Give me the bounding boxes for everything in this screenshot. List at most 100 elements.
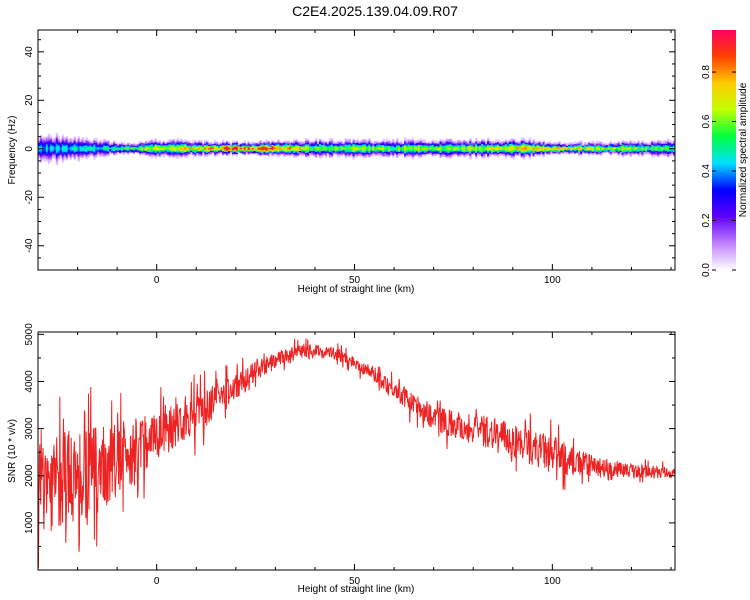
heatmap-cell xyxy=(196,145,199,147)
heatmap-cell xyxy=(362,155,365,158)
heatmap-cell xyxy=(508,148,512,151)
heatmap-cell xyxy=(390,144,393,147)
heatmap-cell xyxy=(481,150,484,153)
heatmap-cell xyxy=(504,145,508,147)
heatmap-cell xyxy=(277,145,280,147)
heatmap-cell xyxy=(81,149,84,151)
heatmap-cell xyxy=(477,154,480,156)
heatmap-cell xyxy=(132,151,136,153)
heatmap-cell xyxy=(439,151,442,153)
heatmap-cell xyxy=(461,145,464,148)
heatmap-cell xyxy=(566,151,569,154)
heatmap-cell xyxy=(251,144,255,146)
heatmap-cell xyxy=(322,146,326,149)
heatmap-cell xyxy=(150,138,154,141)
heatmap-cell xyxy=(665,150,668,153)
heatmap-cell xyxy=(390,150,393,153)
heatmap-cell xyxy=(451,150,454,153)
heatmap-cell xyxy=(346,144,349,147)
heatmap-cell xyxy=(194,149,197,151)
heatmap-cell xyxy=(471,141,474,143)
heatmap-cell xyxy=(223,144,227,146)
heatmap-cell xyxy=(144,146,148,149)
heatmap-cell xyxy=(653,140,656,143)
heatmap-cell xyxy=(51,153,55,156)
heatmap-cell xyxy=(356,148,359,151)
heatmap-cell xyxy=(257,154,260,156)
heatmap-cell xyxy=(572,144,575,147)
heatmap-cell xyxy=(366,155,369,157)
heatmap-cell xyxy=(649,142,652,145)
colorbar-label: Normalized spectral amplitude xyxy=(738,82,749,217)
heatmap-cell xyxy=(299,150,302,153)
heatmap-cell xyxy=(132,147,136,150)
heatmap-cell xyxy=(150,142,154,145)
heatmap-cell xyxy=(279,152,282,155)
heatmap-cell xyxy=(289,141,292,144)
heatmap-cell xyxy=(85,156,88,159)
heatmap-cell xyxy=(158,154,162,156)
y-tick-label: 3000 xyxy=(24,417,35,440)
heatmap-cell xyxy=(43,157,47,159)
heatmap-cell xyxy=(89,148,92,150)
heatmap-cell xyxy=(39,155,43,157)
heatmap-cell xyxy=(113,154,116,157)
heatmap-cell xyxy=(378,155,381,157)
heatmap-cell xyxy=(328,155,332,157)
heatmap-cell xyxy=(140,149,144,152)
heatmap-cell xyxy=(71,139,75,141)
heatmap-cell xyxy=(655,150,658,153)
heatmap-cell xyxy=(344,144,348,147)
heatmap-cell xyxy=(485,141,488,143)
heatmap-cell xyxy=(556,142,559,144)
heatmap-cell xyxy=(657,149,660,152)
heatmap-cell xyxy=(411,155,415,158)
heatmap-cell xyxy=(330,155,334,157)
heatmap-cell xyxy=(453,142,456,144)
heatmap-cell xyxy=(405,154,409,156)
heatmap-cell xyxy=(259,140,262,142)
heatmap-cell xyxy=(184,142,187,144)
heatmap-cell xyxy=(71,143,75,146)
heatmap-cell xyxy=(522,148,526,151)
heatmap-cell xyxy=(647,144,650,146)
heatmap-cell xyxy=(61,135,65,138)
heatmap-cell xyxy=(431,146,435,149)
heatmap-cell xyxy=(512,142,516,144)
heatmap-cell xyxy=(47,150,51,153)
heatmap-cell xyxy=(402,153,405,156)
heatmap-cell xyxy=(398,146,401,149)
heatmap-cell xyxy=(574,144,577,147)
heatmap-cell xyxy=(546,145,549,148)
heatmap-cell xyxy=(285,140,288,142)
heatmap-cell xyxy=(639,150,642,153)
heatmap-cell xyxy=(101,140,104,143)
heatmap-cell xyxy=(485,151,488,153)
heatmap-cell xyxy=(172,139,175,141)
heatmap-cell xyxy=(441,154,444,156)
heatmap-cell xyxy=(160,147,164,150)
heatmap-cell xyxy=(59,154,63,157)
heatmap-cell xyxy=(67,140,71,142)
heatmap-cell xyxy=(45,144,49,147)
heatmap-cell xyxy=(251,148,255,151)
heatmap-cell xyxy=(629,144,632,146)
heatmap-cell xyxy=(625,145,628,148)
heatmap-cell xyxy=(653,142,656,145)
heatmap-cell xyxy=(172,143,175,145)
heatmap-cell xyxy=(370,148,373,151)
heatmap-cell xyxy=(301,145,304,147)
heatmap-cell xyxy=(384,145,387,148)
heatmap-cell xyxy=(184,155,187,158)
heatmap-cell xyxy=(366,150,369,153)
heatmap-cell xyxy=(667,142,670,145)
heatmap-cell xyxy=(522,141,526,143)
heatmap-cell xyxy=(548,143,551,146)
heatmap-cell xyxy=(538,148,541,151)
heatmap-cell xyxy=(45,142,49,145)
heatmap-cell xyxy=(637,150,640,152)
heatmap-cell xyxy=(172,152,175,155)
heatmap-cell xyxy=(338,146,342,149)
heatmap-cell xyxy=(364,145,367,147)
heatmap-cell xyxy=(129,147,132,149)
